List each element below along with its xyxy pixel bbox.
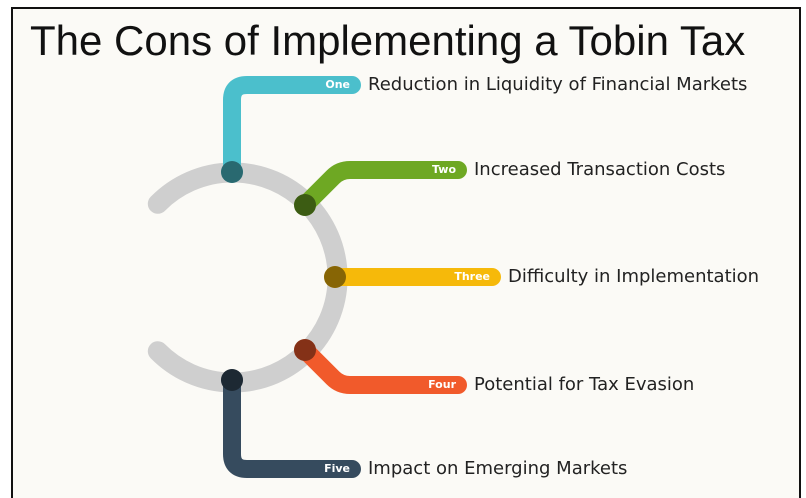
- ring-dot: [294, 194, 316, 216]
- item: Three Difficulty in Implementation: [324, 266, 759, 288]
- title: The Cons of Implementing a Tobin Tax: [30, 17, 745, 64]
- pill-label: One: [325, 78, 350, 91]
- ring-dot-shade: [221, 161, 243, 183]
- item: Two Increased Transaction Costs: [294, 159, 725, 216]
- connector: [223, 76, 361, 181]
- connector: [296, 161, 467, 214]
- ring-dot: [221, 369, 243, 391]
- item-text: Reduction in Liquidity of Financial Mark…: [368, 74, 747, 95]
- pill-label: Five: [324, 462, 350, 475]
- pill-label: Four: [428, 378, 456, 391]
- item: One Reduction in Liquidity of Financial M…: [221, 74, 747, 183]
- slide-frame: [11, 7, 801, 498]
- item: Five Impact on Emerging Markets: [221, 369, 627, 479]
- pill-label: Three: [454, 270, 490, 283]
- item-text: Increased Transaction Costs: [474, 159, 725, 180]
- connector: [296, 341, 467, 394]
- item: Four Potential for Tax Evasion: [294, 339, 694, 395]
- pill-label: Two: [432, 163, 456, 176]
- ring-dot-shade: [294, 339, 316, 361]
- ring-dot: [324, 266, 346, 288]
- ring-dot: [221, 161, 243, 183]
- items: One Reduction in Liquidity of Financial M…: [221, 74, 759, 479]
- connector: [223, 371, 361, 478]
- ring-dot-shade: [221, 369, 243, 391]
- ring-dot: [294, 339, 316, 361]
- item-text: Impact on Emerging Markets: [368, 458, 627, 479]
- ring-dot-shade: [324, 266, 346, 288]
- item-text: Difficulty in Implementation: [508, 266, 759, 287]
- item-text: Potential for Tax Evasion: [474, 374, 694, 395]
- ring-dot-shade: [294, 194, 316, 216]
